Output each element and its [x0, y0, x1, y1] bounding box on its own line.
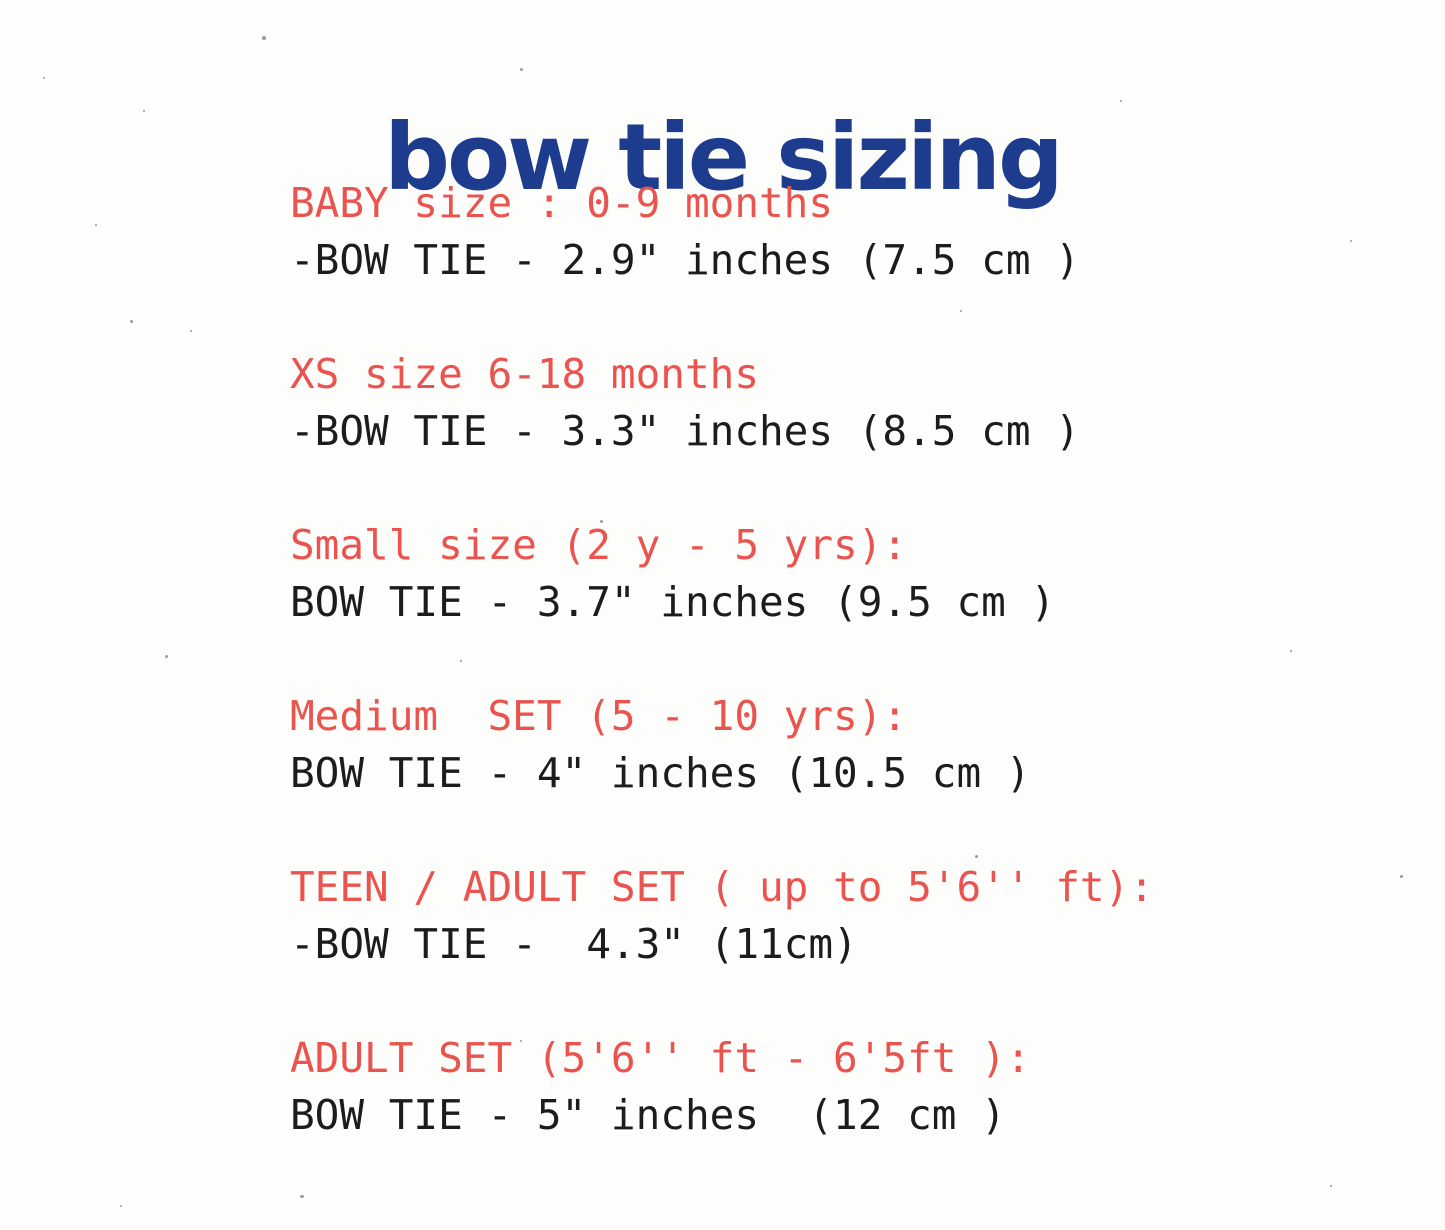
size-section-detail: -BOW TIE - 4.3" (11cm)	[290, 920, 858, 968]
size-section-heading: Small size (2 y - 5 yrs):	[290, 521, 908, 569]
size-section-small: Small size (2 y - 5 yrs): BOW TIE - 3.7"…	[290, 517, 1405, 631]
size-sections-list: BABY size : 0-9 months -BOW TIE - 2.9" i…	[290, 175, 1405, 1201]
size-section-heading: XS size 6-18 months	[290, 350, 759, 398]
size-section-heading: BABY size : 0-9 months	[290, 179, 834, 227]
size-section-detail: BOW TIE - 3.7" inches (9.5 cm )	[290, 578, 1056, 626]
size-section-xs: XS size 6-18 months -BOW TIE - 3.3" inch…	[290, 346, 1405, 460]
size-section-detail: -BOW TIE - 2.9" inches (7.5 cm )	[290, 236, 1080, 284]
size-section-heading: TEEN / ADULT SET ( up to 5'6'' ft):	[290, 863, 1154, 911]
size-section-detail: -BOW TIE - 3.3" inches (8.5 cm )	[290, 407, 1080, 455]
size-section-adult: ADULT SET (5'6'' ft - 6'5ft ): BOW TIE -…	[290, 1030, 1405, 1144]
size-section-heading: ADULT SET (5'6'' ft - 6'5ft ):	[290, 1034, 1031, 1082]
size-section-detail: BOW TIE - 4" inches (10.5 cm )	[290, 749, 1031, 797]
size-section-medium: Medium SET (5 - 10 yrs): BOW TIE - 4" in…	[290, 688, 1405, 802]
size-section-heading: Medium SET (5 - 10 yrs):	[290, 692, 908, 740]
page-title: bow tie sizing	[384, 103, 1064, 211]
size-section-teen-adult: TEEN / ADULT SET ( up to 5'6'' ft): -BOW…	[290, 859, 1405, 973]
size-section-detail: BOW TIE - 5" inches (12 cm )	[290, 1091, 1006, 1139]
size-section-baby: BABY size : 0-9 months -BOW TIE - 2.9" i…	[290, 175, 1405, 289]
